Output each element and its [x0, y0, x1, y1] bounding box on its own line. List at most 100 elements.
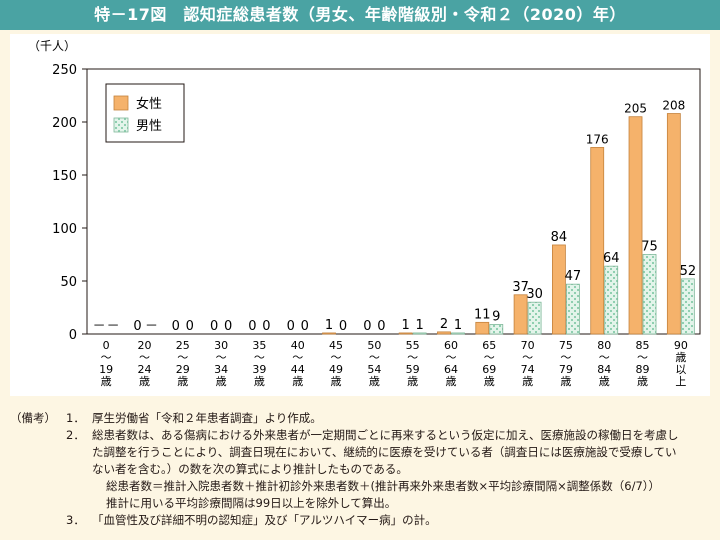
- x-tick-label: 60～64歳: [444, 339, 458, 388]
- x-tick-part: 29: [176, 363, 190, 376]
- bar-female: [398, 332, 413, 335]
- x-tick-part: 以: [675, 363, 686, 376]
- x-tick-label: 0～19歳: [99, 339, 113, 388]
- legend-label-female: 女性: [136, 96, 162, 112]
- x-tick-part: ～: [139, 351, 150, 364]
- x-tick-part: 45: [329, 339, 343, 352]
- bars: [322, 113, 695, 335]
- x-tick-part: 歳: [292, 375, 303, 388]
- data-label-female: 0: [172, 319, 180, 334]
- x-tick-part: ～: [560, 351, 571, 364]
- x-tick-part: ～: [599, 351, 610, 364]
- x-tick-part: 20: [137, 339, 151, 352]
- note-line: 3． 「血管性及び詳細不明の認知症」及び「アルツハイマー病」の計。: [10, 512, 714, 529]
- x-tick-part: ～: [254, 351, 265, 364]
- x-tick-part: 40: [291, 339, 305, 352]
- data-label-male: 47: [565, 269, 582, 284]
- y-tick-label: 100: [52, 222, 77, 237]
- legend-swatch-female: [113, 95, 129, 111]
- data-label-male: 1: [416, 318, 424, 333]
- data-label-female: 1: [402, 318, 410, 333]
- x-tick-part: 85: [636, 339, 650, 352]
- y-tick-label: 150: [52, 169, 77, 184]
- x-tick-part: 55: [406, 339, 420, 352]
- bar-male: [451, 332, 465, 335]
- x-tick-part: 74: [521, 363, 535, 376]
- note-text: 総患者数は、ある傷病における外来患者が一定期間ごとに再来するという仮定に加え、医…: [92, 428, 679, 442]
- bar-male: [604, 265, 619, 335]
- x-tick-part: 歳: [369, 375, 380, 388]
- x-tick-part: 89: [636, 363, 650, 376]
- x-tick-part: ～: [216, 351, 227, 364]
- bar-male: [412, 332, 427, 335]
- bar-female: [666, 113, 681, 335]
- x-tick-label: 55～59歳: [406, 339, 420, 388]
- x-tick-part: 75: [559, 339, 573, 352]
- x-tick-part: 歳: [216, 375, 227, 388]
- bar-female: [513, 294, 528, 335]
- data-label-female: 37: [512, 280, 529, 295]
- data-label-male: 75: [641, 240, 658, 255]
- x-tick-part: 80: [597, 339, 611, 352]
- bar-male: [642, 254, 657, 335]
- bar-female: [628, 116, 643, 335]
- data-label-male: 0: [377, 319, 385, 334]
- x-tick-labels: 0～19歳20～24歳25～29歳30～34歳35～39歳40～44歳45～49…: [99, 339, 688, 388]
- data-label-female: －: [93, 319, 106, 334]
- x-tick-part: 歳: [101, 375, 112, 388]
- data-label-male: 1: [454, 318, 462, 333]
- x-tick-label: 35～39歳: [252, 339, 266, 388]
- x-tick-part: ～: [522, 351, 533, 364]
- y-tick-label: 200: [52, 116, 77, 131]
- x-tick-part: ～: [101, 351, 112, 364]
- y-unit-label: （千人）: [28, 39, 76, 53]
- x-tick-part: 34: [214, 363, 228, 376]
- x-tick-part: ～: [177, 351, 188, 364]
- x-tick-part: 歳: [177, 375, 188, 388]
- data-label-male: 52: [680, 264, 697, 279]
- x-tick-label: 30～34歳: [214, 339, 228, 388]
- bar-female: [322, 332, 336, 335]
- x-tick-part: 35: [252, 339, 266, 352]
- note-number: 1．: [66, 411, 85, 425]
- bar-male: [527, 301, 542, 335]
- note-line: 総患者数＝推計入院患者数＋推計初診外来患者数＋(推計再来外来患者数×平均診療間隔…: [10, 478, 714, 495]
- x-tick-part: 30: [214, 339, 228, 352]
- data-label-male: 0: [262, 319, 270, 334]
- y-tick-label: 250: [52, 63, 77, 78]
- x-tick-label: 25～29歳: [176, 339, 190, 388]
- x-tick-part: 0: [103, 339, 110, 352]
- note-text: ない者を含む。）の数を次の算式により推計したものである。: [92, 462, 408, 476]
- data-label-female: 0: [133, 319, 141, 334]
- x-tick-part: 70: [521, 339, 535, 352]
- data-labels: －－ 0 － 0 0 0 0 0 0 0 0 1 0 0 0 1 1 2 111 937308447176642057…: [93, 99, 696, 334]
- x-tick-part: 歳: [254, 375, 265, 388]
- x-tick-part: ～: [637, 351, 648, 364]
- x-tick-part: 60: [444, 339, 458, 352]
- data-label-male: 0: [224, 319, 232, 334]
- notes-head: （備考）: [10, 411, 56, 425]
- data-label-female: 2: [440, 317, 448, 332]
- x-tick-part: ～: [407, 351, 418, 364]
- x-tick-part: 54: [367, 363, 381, 376]
- x-tick-part: 84: [597, 363, 611, 376]
- data-label-female: 11: [474, 307, 491, 322]
- note-line: 2． 総患者数は、ある傷病における外来患者が一定期間ごとに再来するという仮定に加え…: [10, 427, 714, 444]
- data-label-female: 0: [363, 319, 371, 334]
- data-label-male: 30: [526, 287, 543, 302]
- legend-swatch-male: [113, 117, 129, 133]
- x-tick-label: 75～79歳: [559, 339, 573, 388]
- note-number: 3．: [66, 513, 85, 527]
- bar-male: [566, 283, 580, 335]
- data-label-female: 0: [248, 319, 256, 334]
- x-tick-part: 上: [675, 375, 686, 388]
- x-tick-part: 59: [406, 363, 420, 376]
- bar-male: [489, 324, 504, 335]
- note-line: （備考） 1． 厚生労働省「令和２年患者調査」より作成。: [10, 410, 714, 427]
- note-line: ない者を含む。）の数を次の算式により推計したものである。: [10, 461, 714, 478]
- x-tick-label: 40～44歳: [291, 339, 305, 388]
- x-tick-part: 79: [559, 363, 573, 376]
